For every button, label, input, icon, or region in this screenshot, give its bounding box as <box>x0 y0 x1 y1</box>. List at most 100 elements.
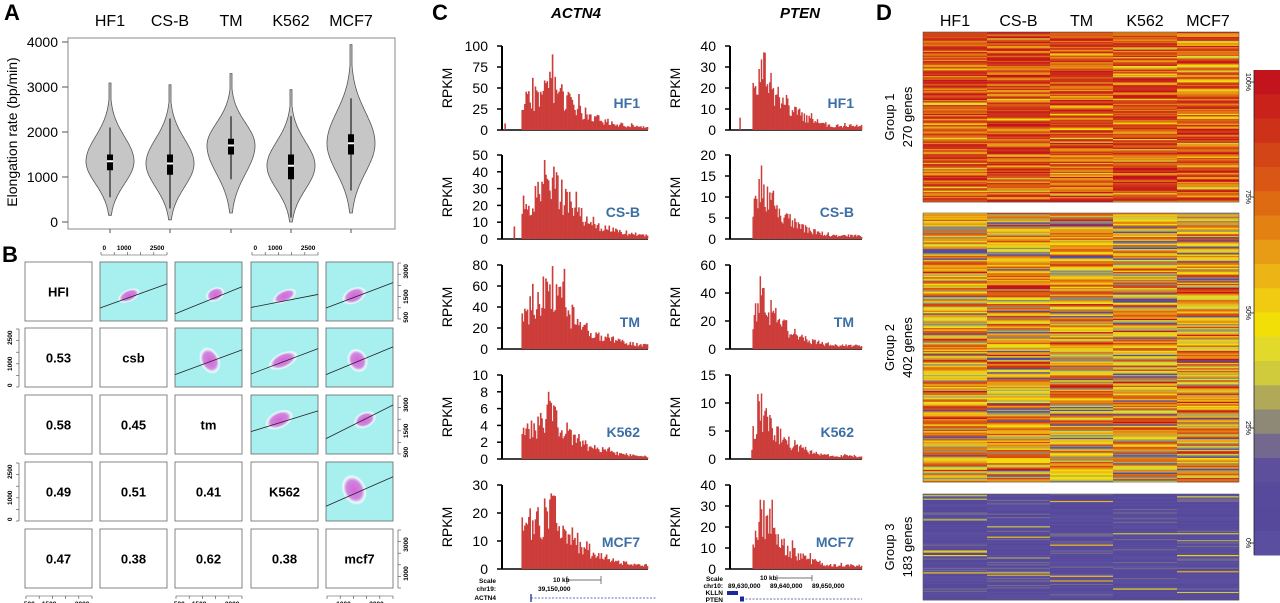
heatmap-cell <box>987 586 1050 588</box>
histogram-bar <box>522 109 525 130</box>
y-tick-label: 0 <box>708 231 716 247</box>
heatmap-cell <box>1050 214 1113 217</box>
heatmap-cell <box>923 472 987 475</box>
heatmap-cell <box>1113 397 1177 400</box>
heatmap-cell <box>1113 594 1177 596</box>
heatmap-cell <box>1113 266 1177 269</box>
heatmap-cell <box>923 468 987 471</box>
histogram-bar <box>619 564 621 569</box>
correlation-value: 0.38 <box>121 552 146 567</box>
y-tick-label: 4 <box>480 417 488 433</box>
histogram-bar <box>628 344 630 349</box>
heatmap-cell <box>987 532 1050 534</box>
heatmap-cell <box>1050 324 1113 326</box>
heatmap-cell <box>987 142 1050 145</box>
heatmap-cell <box>1050 376 1113 379</box>
histogram-bar <box>775 208 777 239</box>
histogram-bar <box>620 453 622 459</box>
histogram-bar <box>842 126 845 130</box>
histogram-bar <box>802 337 804 349</box>
histogram-bar <box>800 115 802 130</box>
heatmap-cell <box>1177 198 1239 200</box>
heatmap-cell <box>1113 412 1177 415</box>
heatmap-cell <box>987 253 1050 255</box>
axis-tick-label: 3000 <box>75 601 90 603</box>
heatmap-cell <box>1050 528 1113 531</box>
matrix-cell: mcf7 <box>325 528 394 589</box>
matrix-cell: 0.53 <box>24 327 93 388</box>
heatmap-cell <box>923 421 987 424</box>
heatmap-cell <box>1113 50 1177 53</box>
heatmap-cell <box>1177 322 1239 325</box>
heatmap-cell <box>1050 380 1113 383</box>
histogram-bar <box>529 215 531 239</box>
histogram-bar <box>630 232 633 239</box>
histogram-bar <box>819 560 821 569</box>
histogram-bar <box>592 552 595 569</box>
heatmap-cell <box>987 510 1050 512</box>
heatmap-cell <box>1113 64 1177 67</box>
histogram-bar <box>760 393 763 459</box>
heatmap-cell <box>923 376 987 379</box>
histogram-bar <box>559 286 562 349</box>
heatmap-cell <box>1177 242 1239 245</box>
heatmap-cell <box>987 116 1050 119</box>
heatmap-cell <box>1113 597 1177 600</box>
heatmap-cell <box>1177 575 1239 578</box>
heatmap-cell <box>1050 286 1113 289</box>
heatmap-cell <box>987 269 1050 271</box>
heatmap-cell <box>1113 386 1177 389</box>
histogram-bar <box>621 123 624 130</box>
axis-tick-label: 3000 <box>403 397 410 412</box>
heatmap-cell <box>923 251 987 254</box>
heatmap-cell <box>1177 503 1239 505</box>
heatmap-cell <box>1177 324 1239 326</box>
matrix-panel <box>174 528 243 589</box>
heatmap-cell <box>1050 504 1113 506</box>
heatmap-cell <box>923 298 987 301</box>
heatmap-cell <box>1050 249 1113 251</box>
heatmap-cell <box>1113 342 1177 345</box>
heatmap-cell <box>987 302 1050 305</box>
histogram-bar <box>549 190 551 239</box>
histogram-bar <box>596 225 599 239</box>
histogram-bar <box>640 234 642 239</box>
heatmap-cell <box>1113 246 1177 249</box>
heatmap-cell <box>987 551 1050 554</box>
heatmap-cell <box>987 176 1050 179</box>
heatmap-cell <box>987 517 1050 519</box>
heatmap-cell <box>1050 38 1113 40</box>
heatmap-cell <box>1050 506 1113 509</box>
heatmap-cell <box>1113 500 1177 503</box>
histogram-bar <box>537 507 539 569</box>
histogram-bar <box>836 566 839 569</box>
histogram-bar <box>828 235 831 239</box>
histogram-bar <box>792 333 795 349</box>
heatmap-cell <box>1113 297 1177 300</box>
histogram-bar <box>833 345 835 349</box>
heatmap-cell <box>1177 403 1239 405</box>
heatmap-cell <box>987 230 1050 233</box>
heatmap-cell <box>1177 540 1239 542</box>
heatmap-cell <box>987 175 1050 178</box>
histogram-bar <box>593 445 596 459</box>
histogram-bar <box>611 560 613 569</box>
heatmap-cell <box>1113 583 1177 586</box>
heatmap-cell <box>987 136 1050 139</box>
histogram-bar <box>579 322 582 349</box>
axis-tick-label: 1000 <box>336 601 351 603</box>
heatmap-cell <box>987 404 1050 407</box>
heatmap-cell <box>1113 37 1177 39</box>
heatmap-cell <box>1113 432 1177 435</box>
heatmap-cell <box>1050 392 1113 395</box>
heatmap-cell <box>1177 393 1239 396</box>
heatmap-cell <box>1113 416 1177 419</box>
heatmap-cell <box>987 425 1050 428</box>
heatmap-cell <box>1177 507 1239 510</box>
histogram-bar <box>590 222 592 239</box>
heatmap-cell <box>987 357 1050 360</box>
heatmap-cell <box>1177 60 1239 63</box>
heatmap-cell <box>1050 389 1113 392</box>
heatmap-cell <box>923 83 987 86</box>
heatmap-cell <box>987 530 1050 533</box>
